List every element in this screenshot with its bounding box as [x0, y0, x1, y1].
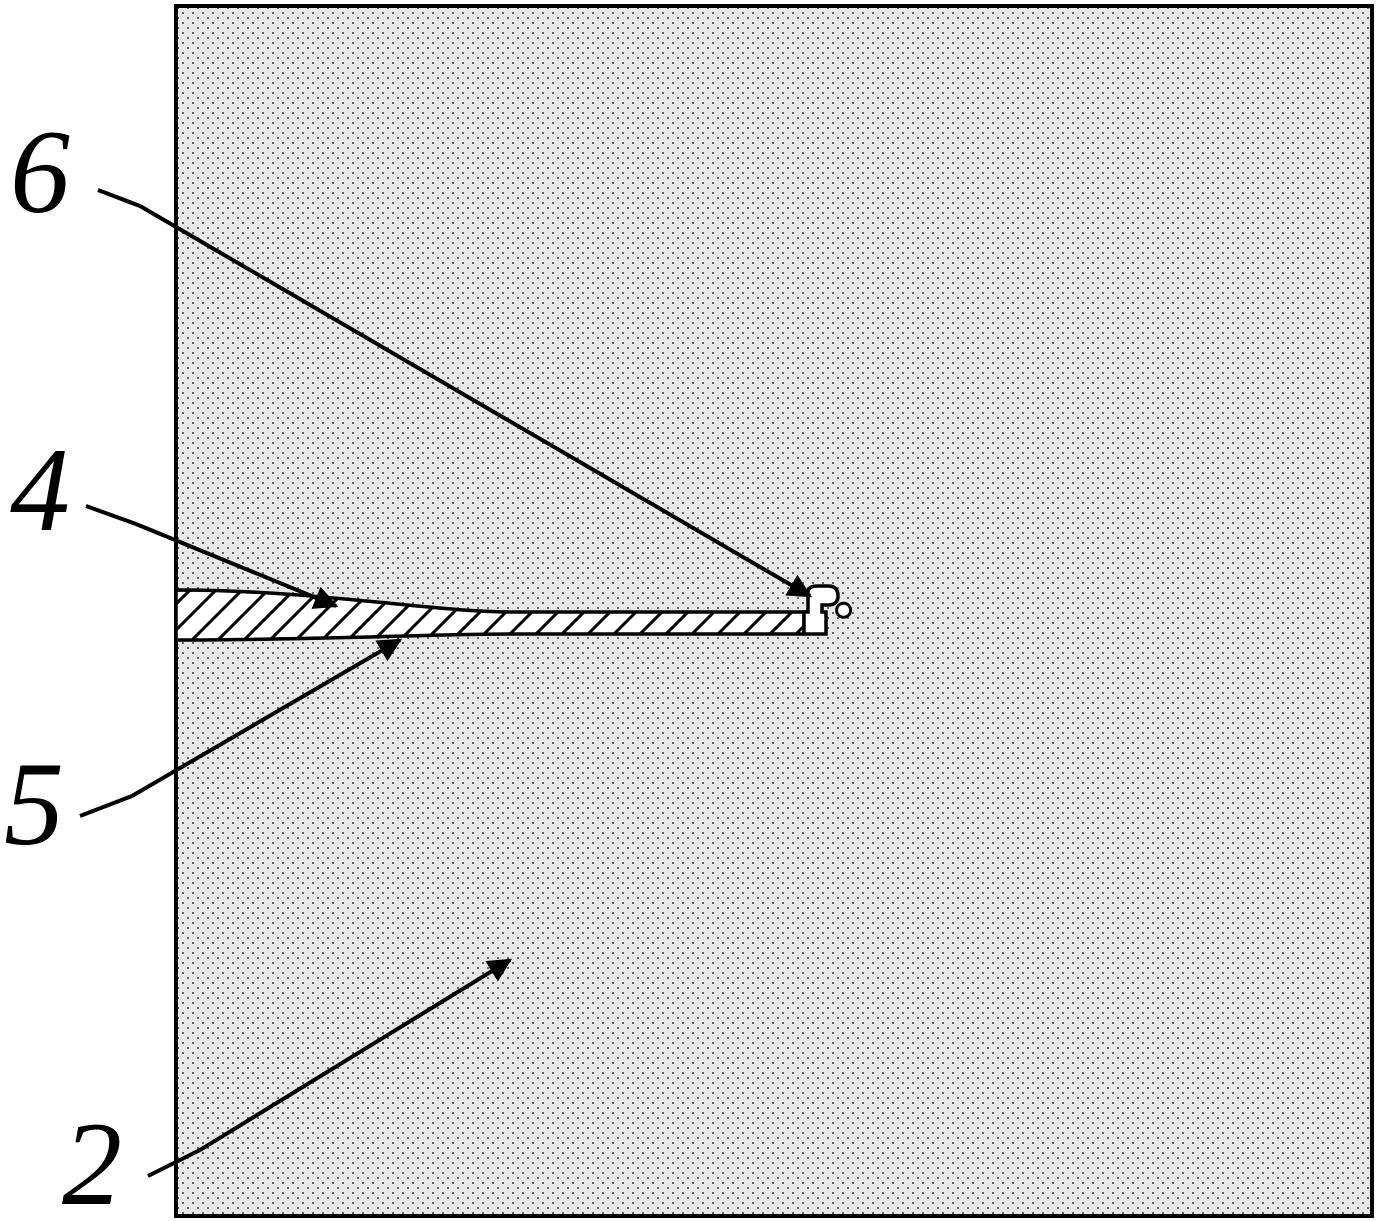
- label-2: 2: [62, 1097, 122, 1221]
- leader-tick-4: [86, 506, 136, 524]
- leader-tick-5: [80, 796, 132, 816]
- label-6: 6: [10, 105, 70, 238]
- diagram-stage: 2 4 5 6: [0, 0, 1377, 1221]
- label-4: 4: [10, 423, 70, 556]
- callout-labels: 2 4 5 6: [4, 105, 122, 1221]
- leader-tick-6: [98, 190, 140, 206]
- diagram-svg: 2 4 5 6: [0, 0, 1377, 1221]
- label-5: 5: [4, 737, 64, 870]
